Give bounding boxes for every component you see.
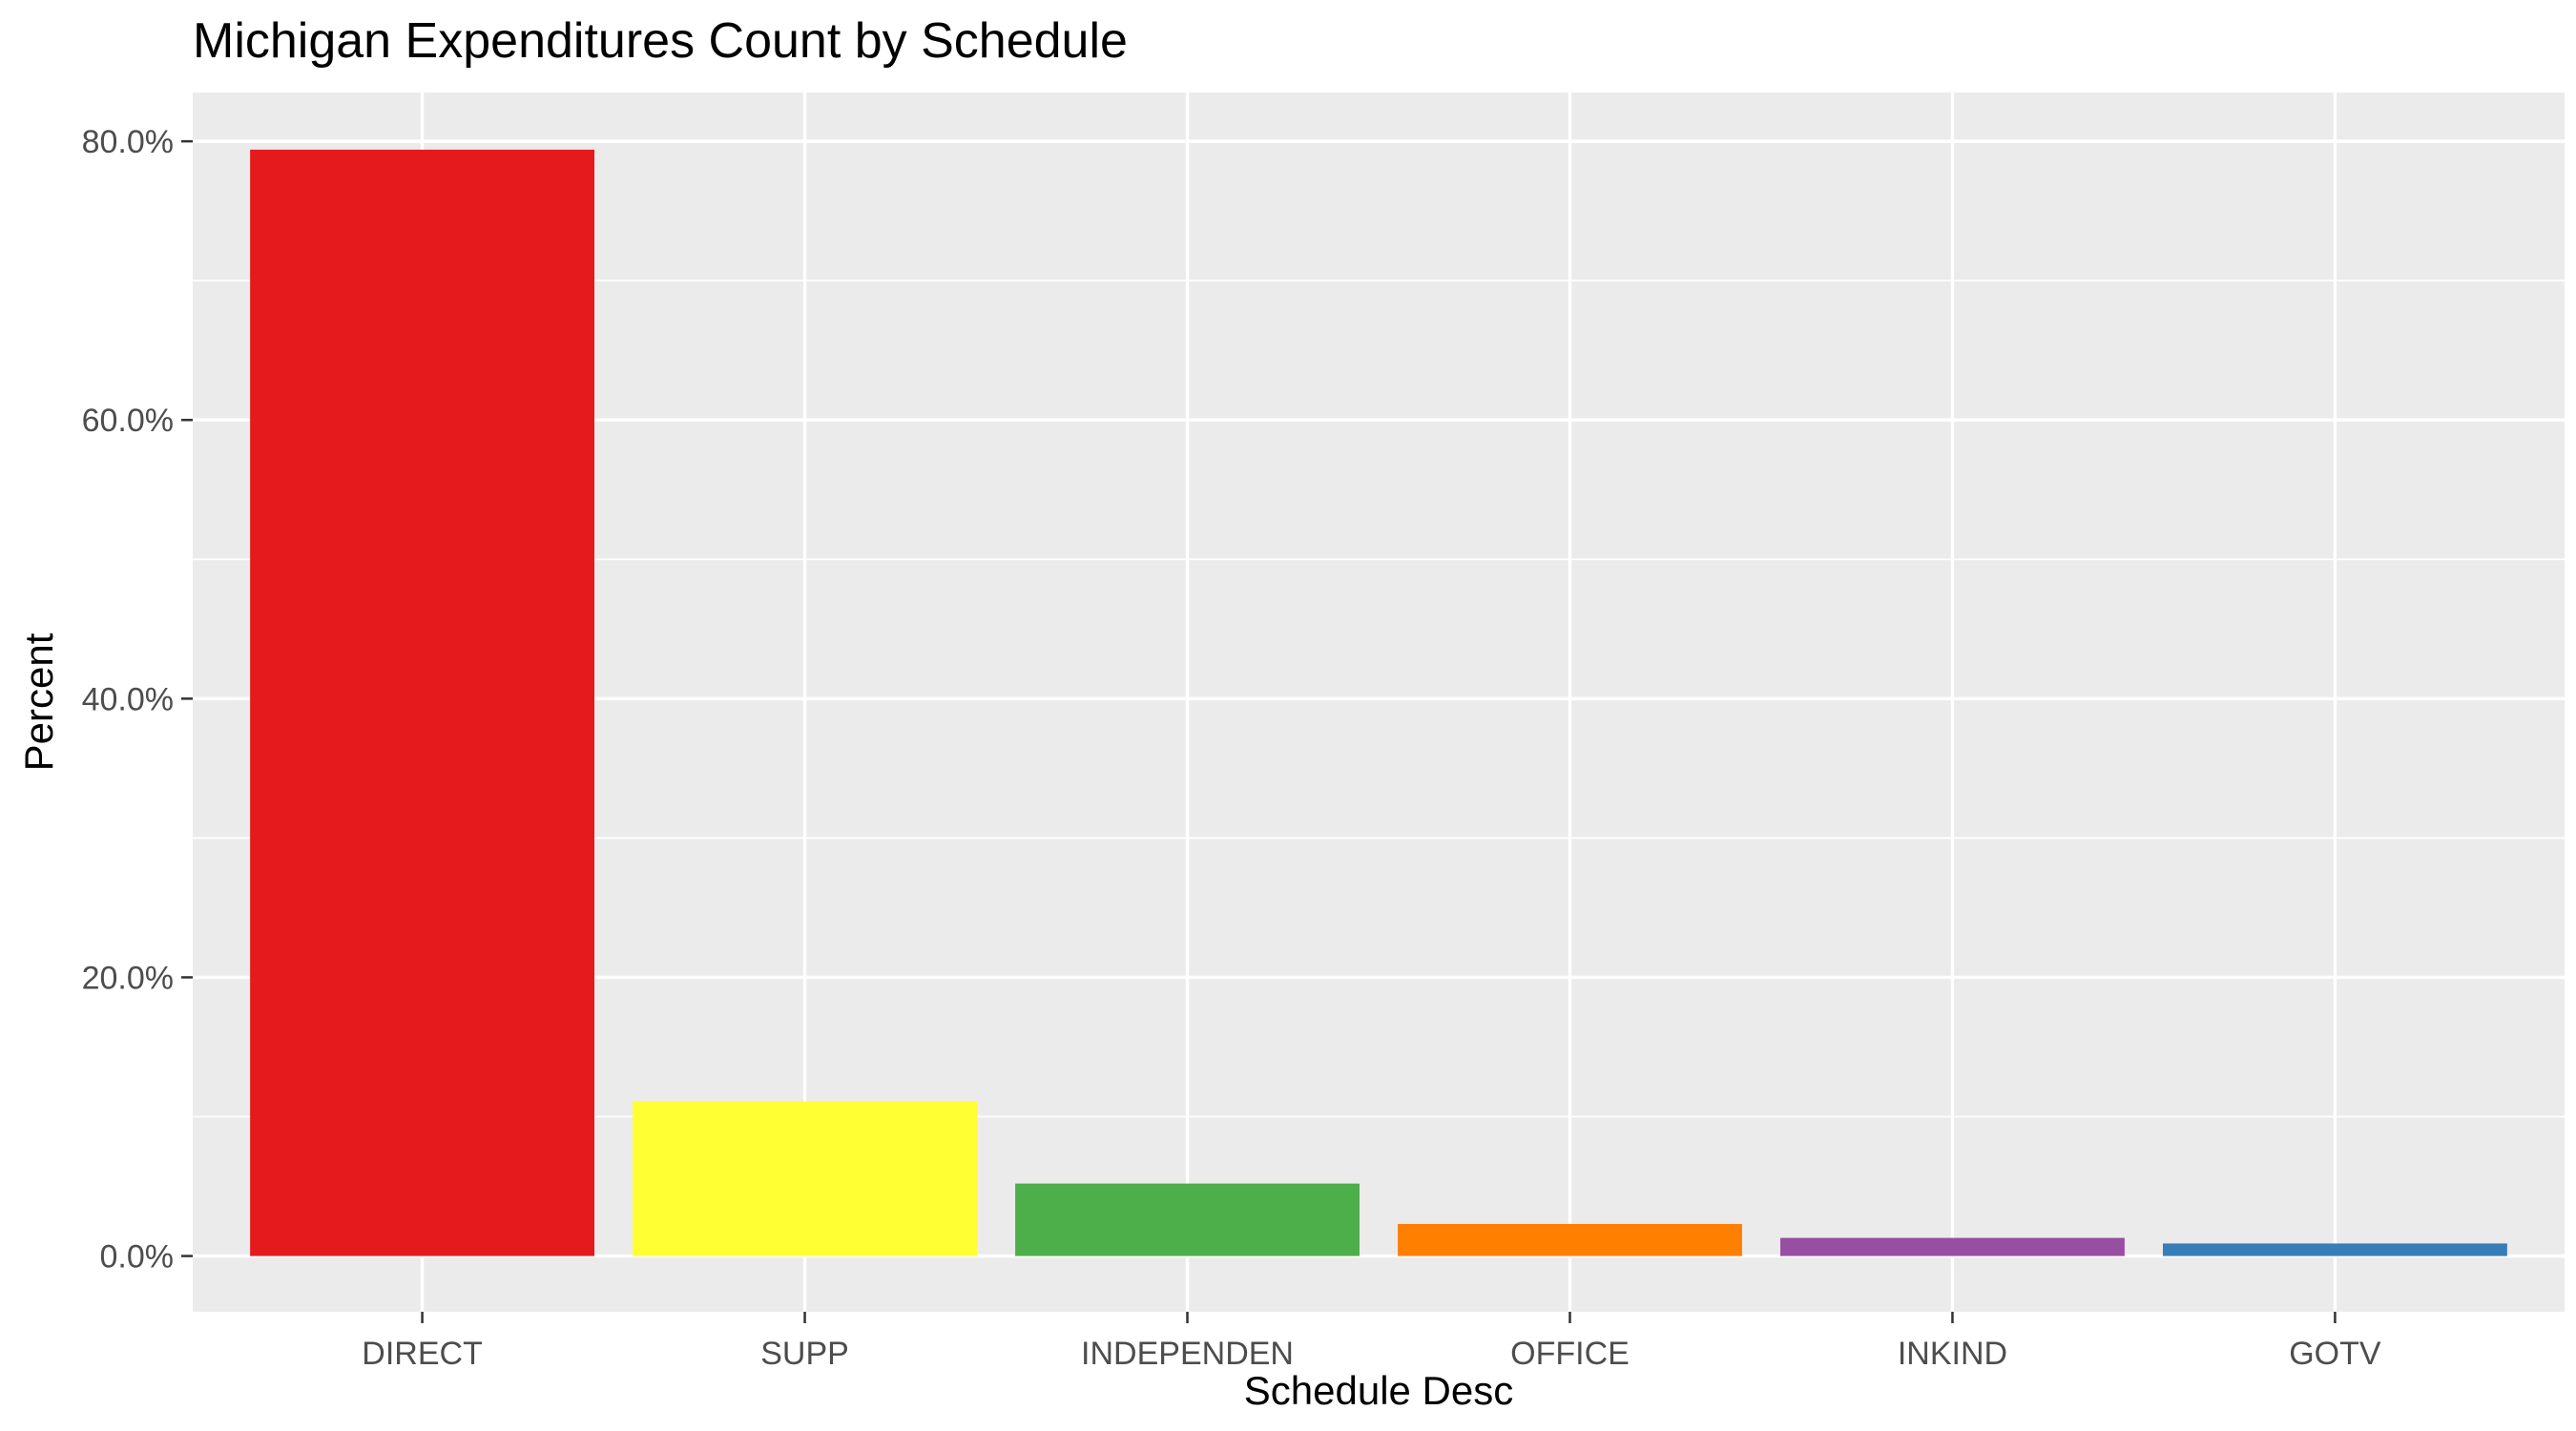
bar-supp bbox=[633, 1101, 977, 1256]
x-tick-label: DIRECT bbox=[362, 1336, 483, 1372]
bar-office bbox=[1398, 1223, 1742, 1256]
y-tick-label: 80.0% bbox=[82, 124, 174, 160]
bars bbox=[250, 149, 2507, 1256]
y-axis: 0.0% 20.0% 40.0% 60.0% 80.0% bbox=[82, 124, 193, 1275]
bar-gotv bbox=[2162, 1243, 2507, 1256]
x-tick-label: INKIND bbox=[1898, 1336, 2007, 1372]
y-tick-label: 0.0% bbox=[100, 1239, 175, 1275]
x-axis-title: Schedule Desc bbox=[1244, 1368, 1514, 1413]
x-tick-label: INDEPENDEN bbox=[1081, 1336, 1294, 1372]
y-tick-label: 20.0% bbox=[82, 960, 174, 996]
x-tick-label: SUPP bbox=[760, 1336, 849, 1372]
bar-independen bbox=[1015, 1183, 1360, 1256]
chart-title: Michigan Expenditures Count by Schedule bbox=[193, 13, 1128, 69]
y-tick-label: 60.0% bbox=[82, 403, 174, 439]
x-tick-label: OFFICE bbox=[1510, 1336, 1630, 1372]
y-axis-title: Percent bbox=[16, 633, 61, 771]
x-axis: DIRECT SUPP INDEPENDEN OFFICE INKIND GOTV bbox=[362, 1312, 2381, 1372]
bar-direct bbox=[250, 149, 595, 1256]
bar-inkind bbox=[1780, 1237, 2125, 1256]
x-tick-label: GOTV bbox=[2289, 1336, 2381, 1372]
y-tick-label: 40.0% bbox=[82, 681, 174, 717]
